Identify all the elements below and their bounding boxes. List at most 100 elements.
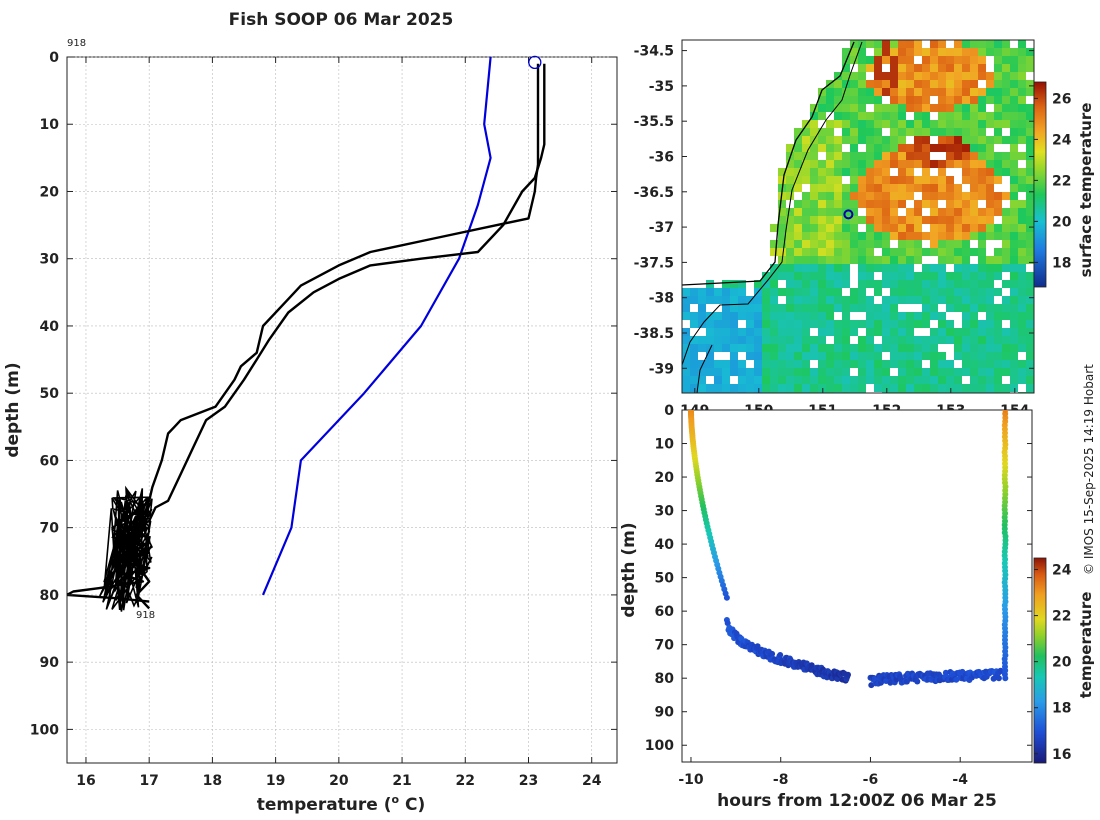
sst-cell: [778, 176, 786, 184]
sst-cell: [794, 312, 802, 320]
sst-cell: [738, 304, 746, 312]
sst-cell: [954, 96, 962, 104]
sst-cell: [954, 224, 962, 232]
sst-cell: [1026, 256, 1034, 264]
sst-cell: [986, 376, 994, 384]
sst-cell: [818, 264, 826, 272]
sst-cell: [954, 352, 962, 360]
sst-cell: [970, 136, 978, 144]
sst-cell: [1002, 248, 1010, 256]
sst-cell: [826, 200, 834, 208]
sst-cell: [754, 336, 762, 344]
sst-cell: [858, 304, 866, 312]
sst-cell: [810, 104, 818, 112]
sst-cell: [810, 224, 818, 232]
sst-cell: [922, 176, 930, 184]
sst-cell: [954, 216, 962, 224]
sst-cell: [906, 56, 914, 64]
sst-cell: [874, 304, 882, 312]
sst-cell: [866, 64, 874, 72]
sst-cell: [922, 72, 930, 80]
sst-cell: [818, 296, 826, 304]
sst-cell: [890, 296, 898, 304]
sst-cell: [818, 336, 826, 344]
sst-cell: [826, 368, 834, 376]
sst-cell: [1002, 72, 1010, 80]
sst-cell: [930, 192, 938, 200]
sst-cell: [842, 96, 850, 104]
temperature-colorbar-ticks: 16 18 20 22 24: [1034, 563, 1072, 763]
sst-cell: [906, 288, 914, 296]
sst-cell: [834, 176, 842, 184]
sst-cell: [794, 288, 802, 296]
scatter-xtick-label: -10: [678, 772, 704, 788]
sst-cell: [858, 320, 866, 328]
sst-cell: [994, 48, 1002, 56]
sst-cell: [890, 72, 898, 80]
sst-cell: [842, 152, 850, 160]
sst-cell: [978, 72, 986, 80]
sst-colorbar-tick-label: 22: [1052, 173, 1071, 189]
sst-cell: [1010, 184, 1018, 192]
profile-top-label: 918: [67, 38, 86, 49]
sst-cell: [898, 296, 906, 304]
sst-cell: [858, 120, 866, 128]
sst-cell: [754, 352, 762, 360]
sst-cell: [770, 296, 778, 304]
sst-cell: [1026, 328, 1034, 336]
sst-cell: [890, 320, 898, 328]
sst-cell: [946, 240, 954, 248]
sst-cell: [986, 96, 994, 104]
sst-cell: [890, 256, 898, 264]
sst-cell: [938, 320, 946, 328]
sst-cell: [850, 216, 858, 224]
sst-cell: [938, 360, 946, 368]
sst-cell: [1002, 104, 1010, 112]
sst-cell: [762, 320, 770, 328]
sst-cell: [922, 368, 930, 376]
sst-cell: [746, 304, 754, 312]
sst-cell: [842, 296, 850, 304]
sst-cell: [810, 320, 818, 328]
sst-cell: [970, 320, 978, 328]
sst-cell: [738, 336, 746, 344]
sst-cell: [842, 224, 850, 232]
sst-cell: [978, 168, 986, 176]
sst-cell: [810, 240, 818, 248]
sst-cell: [898, 88, 906, 96]
sst-cell: [922, 64, 930, 72]
sst-cell: [786, 352, 794, 360]
sst-cell: [802, 296, 810, 304]
sst-cell: [778, 304, 786, 312]
sst-cell: [890, 176, 898, 184]
sst-cell: [930, 72, 938, 80]
sst-cell: [978, 40, 986, 48]
sst-cell: [978, 112, 986, 120]
sst-cell: [874, 344, 882, 352]
sst-cell: [730, 320, 738, 328]
sst-cell: [1018, 88, 1026, 96]
sst-cell: [746, 384, 754, 392]
sst-cell: [986, 288, 994, 296]
sst-cell: [946, 128, 954, 136]
sst-cell: [1010, 248, 1018, 256]
sst-cell: [994, 64, 1002, 72]
sst-cell: [778, 368, 786, 376]
sst-cell: [754, 280, 762, 288]
sst-cell: [786, 368, 794, 376]
sst-cell: [1010, 360, 1018, 368]
sst-cell: [866, 336, 874, 344]
sst-cell: [994, 304, 1002, 312]
sst-cell: [834, 288, 842, 296]
sst-cell: [1026, 368, 1034, 376]
sst-cell: [970, 384, 978, 392]
sst-cell: [906, 40, 914, 48]
sst-cell: [858, 88, 866, 96]
sst-cell: [906, 128, 914, 136]
sst-cell: [738, 328, 746, 336]
sst-cell: [794, 296, 802, 304]
sst-cell: [914, 112, 922, 120]
sst-cell: [962, 304, 970, 312]
sst-cell: [754, 376, 762, 384]
sst-cell: [1010, 280, 1018, 288]
